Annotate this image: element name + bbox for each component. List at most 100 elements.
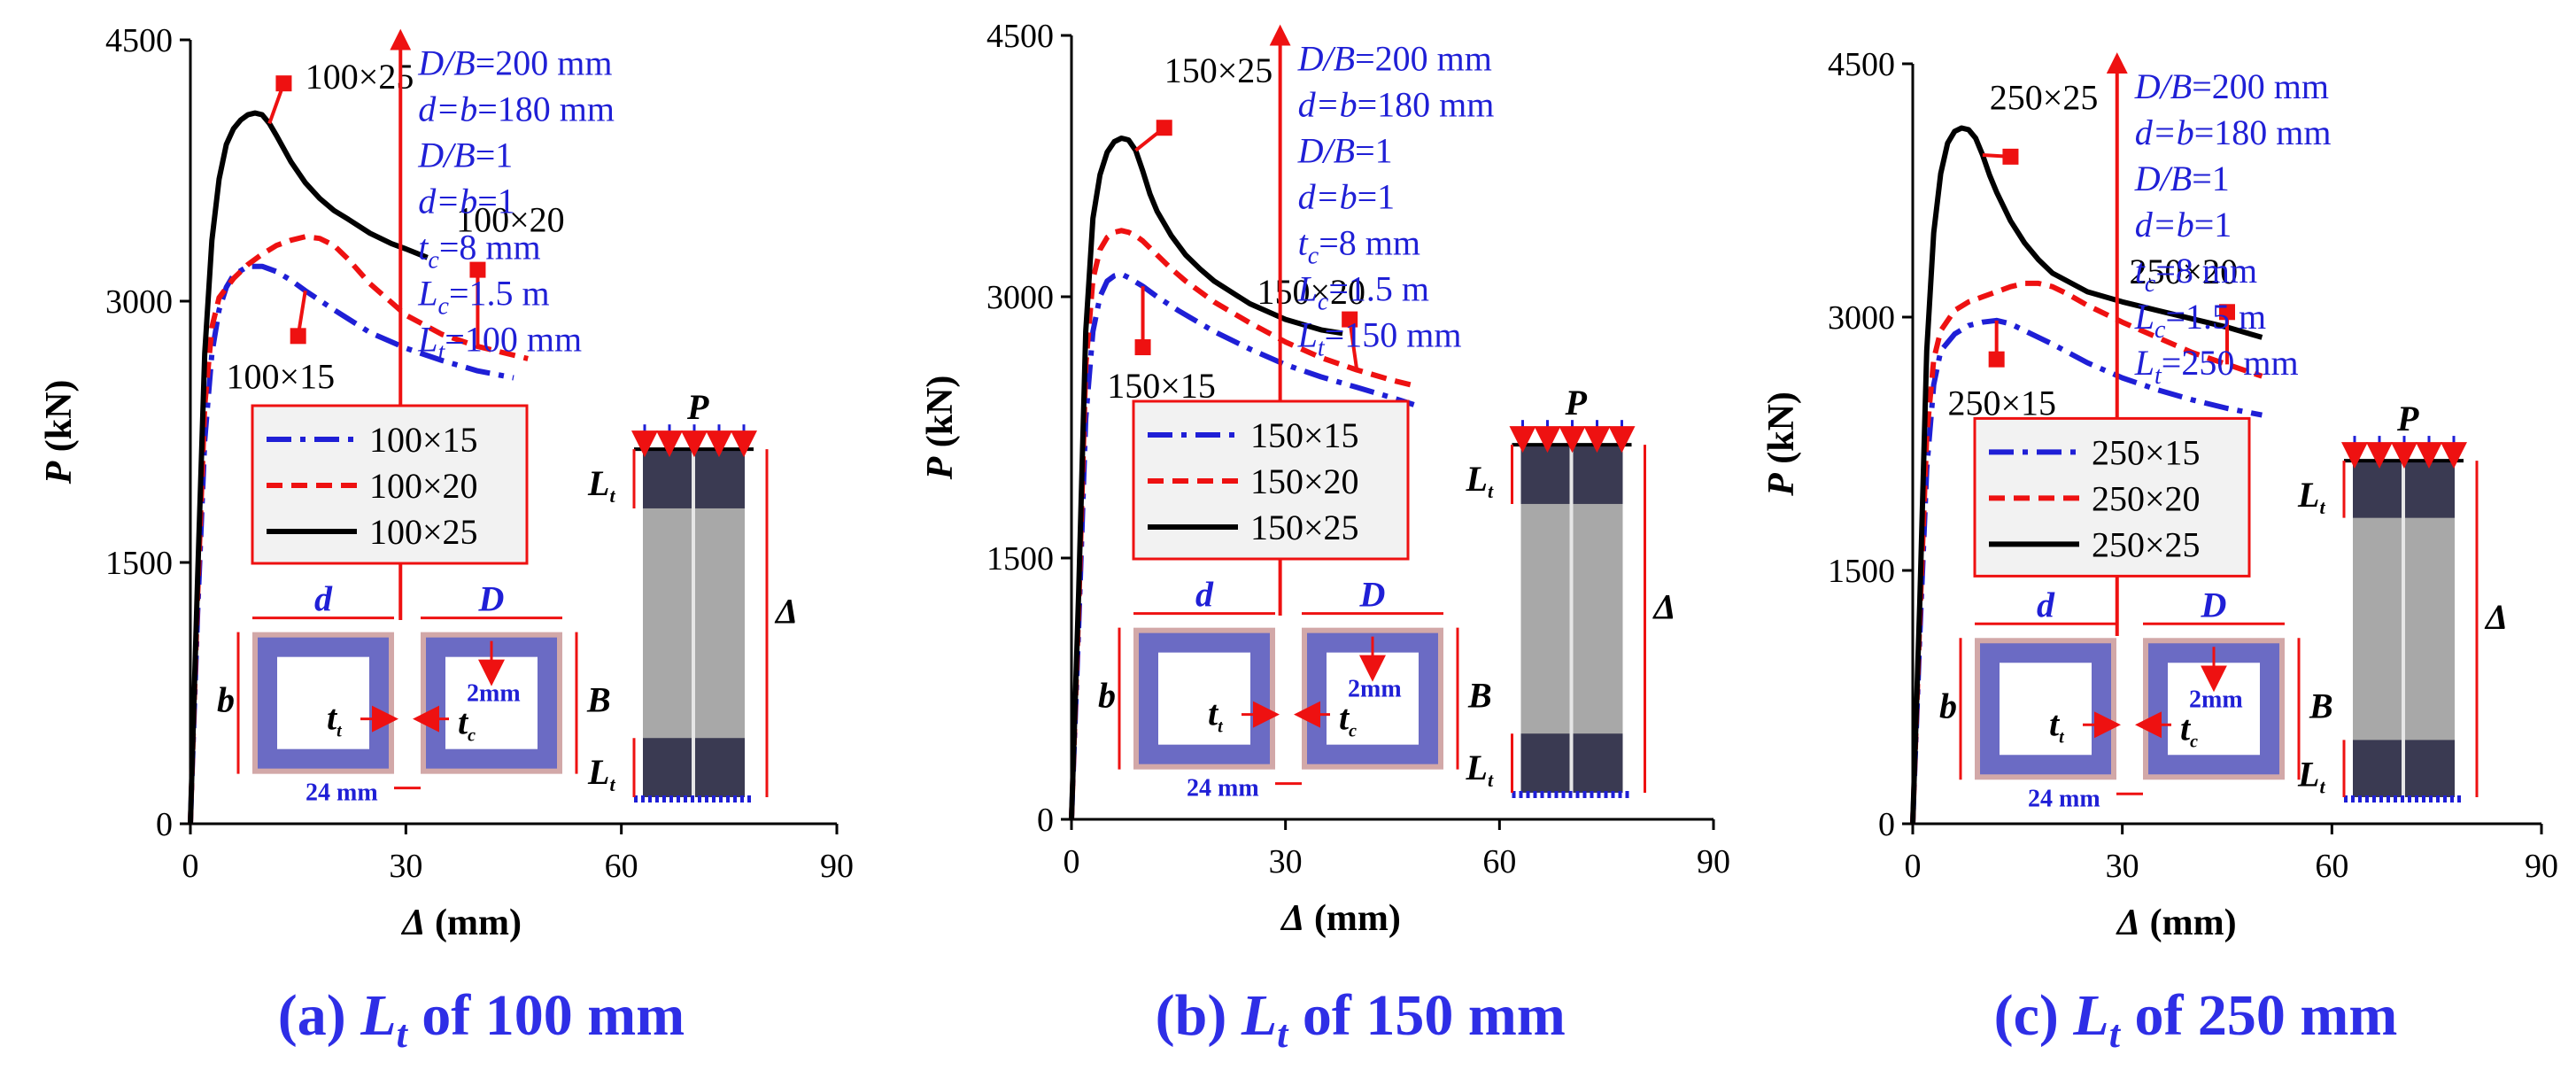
load-label: P	[686, 387, 709, 427]
column-thickness-symbol: t	[2180, 708, 2192, 748]
tube-length-subscript: t	[609, 485, 615, 507]
caption-subscript: t	[1277, 1012, 1289, 1056]
chart-panel-3: 0 30 60 90 0 1500 3000 4500 Δ (mm) P (kN) 250×25 25…	[1761, 46, 2558, 1056]
spacing-label: 24 mm	[2028, 785, 2100, 812]
dim-label-B: B	[586, 680, 611, 720]
column-thickness-subscript: c	[1349, 722, 1357, 741]
parameter-line: d=b=180 mm	[418, 89, 615, 129]
gap-label: 2mm	[1348, 676, 1402, 703]
parameter-symbol: D/B	[417, 136, 475, 175]
parameter-value: =200 mm	[476, 43, 613, 83]
legend-label: 250×20	[2092, 478, 2201, 518]
parameter-line: Lc=1.5 m	[2134, 297, 2266, 344]
parameter-value: =1	[2192, 159, 2230, 198]
tube-length-symbol: L	[587, 752, 609, 792]
parameter-subscript: t	[438, 339, 446, 367]
parameter-value: =250 mm	[2162, 343, 2299, 383]
legend-box	[1973, 416, 2251, 578]
y-axis-label-unit: (kN)	[920, 376, 961, 457]
legend-label: 250×15	[2092, 432, 2201, 472]
dim-label-D: D	[478, 579, 505, 619]
parameter-value: =1.5 m	[449, 274, 550, 314]
parameter-line: Lc=1.5 m	[1297, 269, 1429, 316]
annotation-label: 100×20	[456, 199, 565, 239]
caption-subscript: t	[397, 1012, 409, 1056]
annotation-marker	[469, 261, 486, 278]
annotation-label: 150×25	[1164, 50, 1273, 90]
y-axis-label-symbol: P	[1761, 473, 1802, 497]
x-tick-label: 60	[2315, 848, 2348, 885]
dim-label-b: b	[217, 680, 235, 720]
tube-length-symbol: L	[587, 463, 609, 503]
legend-label: 100×25	[369, 512, 478, 552]
annotation-label: 100×15	[227, 356, 336, 396]
inner-tube-section-void	[2000, 663, 2092, 756]
parameter-line: D/B=1	[2134, 159, 2230, 198]
parameter-value: =1	[1358, 177, 1396, 217]
legend-label: 100×20	[369, 466, 478, 506]
dim-label-B: B	[2309, 686, 2333, 725]
y-tick-label: 1500	[986, 540, 1054, 578]
y-tick-label: 3000	[986, 279, 1054, 316]
x-axis-label: Δ (mm)	[2116, 903, 2237, 943]
y-tick-label: 1500	[1828, 553, 1895, 590]
parameter-symbol: d=b	[1298, 85, 1358, 125]
parameter-value: =8 mm	[439, 228, 541, 268]
series-line-150×25	[1069, 136, 1343, 820]
parameter-symbol: D/B	[1297, 131, 1355, 171]
tube-length-label: Lt	[587, 752, 615, 795]
x-tick-label: 90	[2525, 848, 2558, 885]
y-tick-label: 4500	[1828, 46, 1895, 83]
parameter-symbol: L	[2134, 343, 2154, 383]
parameter-value: =150 mm	[1325, 315, 1462, 355]
annotation-leader	[1348, 319, 1359, 370]
parameter-symbol: d=b	[418, 89, 477, 129]
parameter-line: Lc=1.5 m	[417, 274, 549, 321]
tube-thickness-subscript: t	[1218, 717, 1224, 737]
parameter-value: =1	[477, 182, 515, 221]
spacing-label: 24 mm	[1187, 775, 1259, 802]
y-axis-label: P (kN)	[920, 376, 961, 481]
gap-label: 2mm	[2189, 686, 2243, 713]
series-line-250×25	[1910, 125, 2263, 825]
load-label: P	[2396, 399, 2419, 438]
parameter-line: D/B=200 mm	[1297, 39, 1492, 79]
dim-label-tt: tt	[1208, 694, 1224, 737]
annotation-marker	[2002, 148, 2019, 165]
parameter-line: Lt=150 mm	[1297, 315, 1462, 362]
parameter-subscript: t	[2154, 362, 2162, 390]
parameter-line: Lt=100 mm	[417, 320, 582, 367]
series-line-100×15	[188, 263, 514, 825]
caption-symbol: L	[360, 983, 396, 1048]
parameter-subscript: c	[2154, 316, 2166, 344]
series-line-150×20	[1069, 228, 1415, 820]
x-axis-label: Δ (mm)	[400, 903, 522, 943]
parameter-line: d=b=180 mm	[2135, 112, 2332, 152]
parameter-value: =200 mm	[2192, 66, 2329, 106]
column-thickness-subscript: c	[468, 726, 476, 746]
parameter-symbol: L	[1297, 269, 1318, 309]
parameter-value: =200 mm	[1355, 39, 1492, 79]
annotation-label: 150×15	[1107, 366, 1216, 406]
parameter-symbol: L	[2134, 297, 2154, 337]
dim-label-d: d	[2037, 585, 2055, 624]
caption-suffix: of 150 mm	[1288, 983, 1565, 1048]
y-axis-label-symbol: P	[920, 456, 961, 480]
series-line-250×15	[1910, 317, 2263, 825]
parameter-line: d=b=1	[1298, 177, 1396, 217]
column-thickness-symbol: t	[458, 702, 469, 742]
annotation-marker	[1134, 339, 1151, 356]
parameter-symbol: L	[417, 274, 437, 314]
tube-thickness-symbol: t	[2049, 703, 2061, 743]
y-axis-label-unit: (kN)	[1761, 392, 1802, 473]
y-tick-label: 0	[1878, 806, 1895, 843]
column-thickness-symbol: t	[1339, 698, 1350, 738]
tube-thickness-symbol: t	[1208, 694, 1219, 733]
tube-length-subscript: t	[609, 773, 615, 795]
annotation-label: 100×25	[306, 57, 414, 97]
dim-label-B: B	[1467, 676, 1492, 716]
legend-label: 150×25	[1250, 508, 1359, 547]
tube-length-label: Lt	[587, 463, 615, 507]
chart-panel-1: 0 30 60 90 0 1500 3000 4500 Δ (mm) P (kN) 100×25 10…	[39, 22, 854, 1056]
parameter-symbol: t	[418, 228, 429, 268]
